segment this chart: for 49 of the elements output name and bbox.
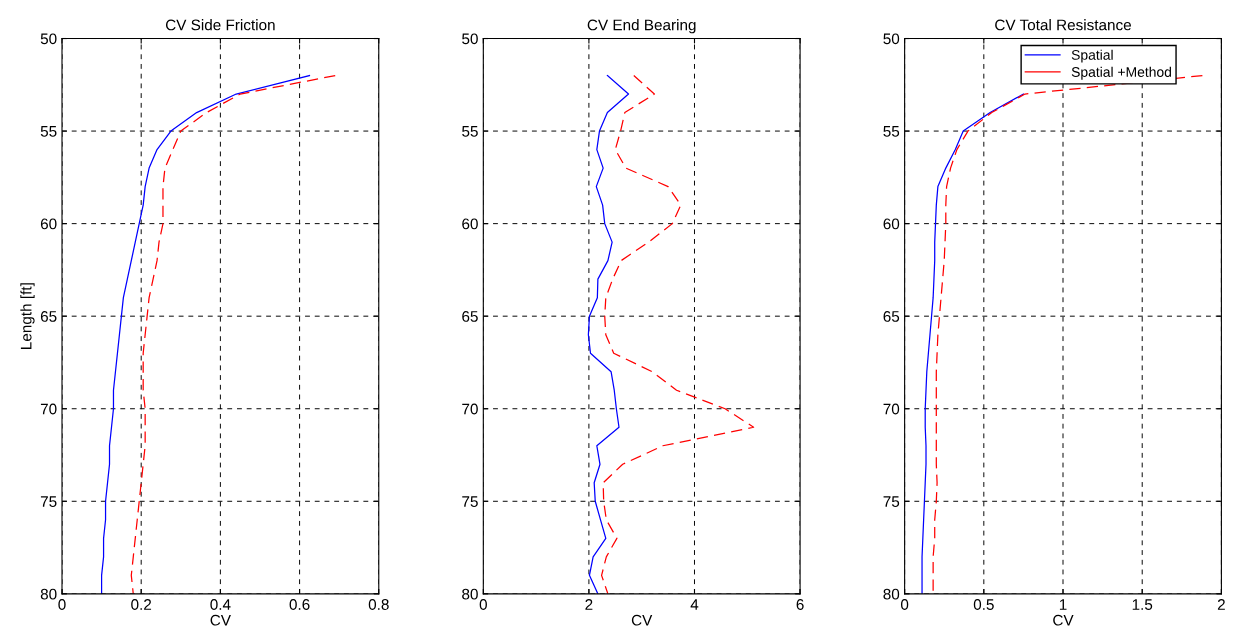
x-tick-label: 0 — [479, 599, 487, 610]
x-tick-label: 1.5 — [1132, 599, 1153, 610]
y-tick-label: 80 — [883, 588, 900, 600]
x-tick-label: 0.2 — [131, 599, 152, 610]
x-tick-label: 1 — [1059, 599, 1067, 610]
x-axis-title: CV — [210, 614, 231, 626]
x-tick-label: 2 — [585, 599, 593, 610]
y-tick-label: 75 — [40, 496, 57, 507]
y-tick-label: 60 — [40, 218, 57, 230]
x-tick-label: 0 — [58, 599, 66, 610]
y-tick-label: 50 — [883, 33, 900, 45]
y-tick-label: 65 — [883, 311, 900, 322]
legend-label: Spatial +Method — [1071, 66, 1171, 80]
y-tick-label: 70 — [883, 403, 900, 415]
x-tick-label: 0.4 — [210, 599, 231, 610]
chart-title: CV Total Resistance — [995, 19, 1131, 31]
y-tick-label: 70 — [462, 403, 478, 415]
x-tick-label: 2 — [1217, 599, 1225, 610]
line-series — [100, 74, 311, 594]
x-tick-label: 6 — [796, 599, 804, 610]
line-series — [587, 74, 630, 594]
x-tick-label: 4 — [690, 599, 699, 610]
y-tick-label: 65 — [462, 311, 478, 322]
y-tick-label: 55 — [883, 126, 900, 137]
y-tick-label: 55 — [462, 126, 478, 137]
y-tick-label: 60 — [462, 218, 478, 230]
x-tick-label: 0.6 — [289, 599, 310, 610]
y-tick-label: 50 — [40, 33, 57, 45]
y-tick-label: 80 — [40, 588, 57, 600]
x-tick-label: 0.5 — [973, 599, 994, 610]
chart-title: CV Side Friction — [165, 19, 275, 31]
y-tick-label: 70 — [40, 403, 57, 415]
y-tick-label: 75 — [462, 496, 478, 507]
y-tick-label: 65 — [40, 311, 57, 322]
y-tick-label: 75 — [883, 496, 900, 507]
line-series — [600, 74, 755, 594]
y-tick-label: 80 — [462, 588, 478, 600]
legend-label: Spatial — [1071, 49, 1113, 63]
y-tick-label: 60 — [883, 218, 900, 230]
x-tick-label: 0 — [900, 599, 909, 610]
y-tick-label: 50 — [462, 33, 478, 45]
x-tick-label: 0.8 — [368, 599, 389, 610]
line-series — [921, 93, 1025, 594]
line-series — [130, 74, 336, 594]
y-axis-title: Length [ft] — [20, 283, 35, 349]
chart-title: CV End Bearing — [587, 19, 696, 34]
x-axis-title: CV — [1053, 614, 1074, 626]
x-axis-title: CV — [631, 614, 653, 626]
y-tick-label: 55 — [40, 126, 57, 137]
